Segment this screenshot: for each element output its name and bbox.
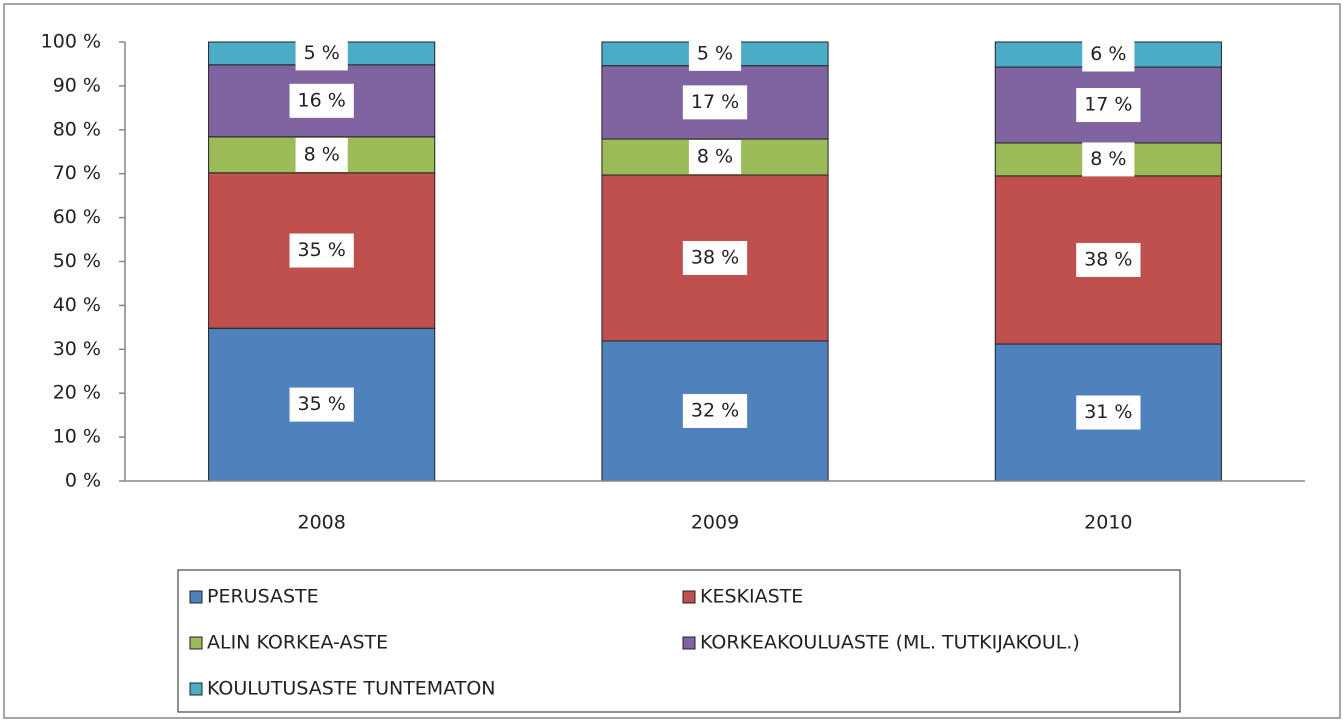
data-label: 17 % (691, 91, 739, 113)
data-label-box (682, 240, 748, 275)
data-label-box (295, 137, 348, 172)
legend-label: KORKEAKOULUASTE (ML. TUTKIJAKOUL.) (700, 632, 1080, 654)
data-label-box (289, 233, 354, 268)
data-label-box (682, 393, 748, 428)
y-tick-label: 100 % (41, 31, 101, 53)
data-label: 35 % (298, 239, 346, 261)
legend-swatch (682, 590, 696, 604)
y-tick-label: 40 % (53, 294, 101, 316)
data-label-box (1082, 37, 1135, 72)
x-tick-label: 2009 (691, 512, 739, 534)
y-tick-label: 20 % (53, 382, 101, 404)
y-tick-label: 10 % (53, 426, 101, 448)
legend-label: ALIN KORKEA-ASTE (207, 632, 388, 654)
legend-swatch (682, 636, 696, 650)
x-tick-label: 2010 (1084, 512, 1132, 534)
data-label-box (1076, 395, 1141, 430)
y-tick-label: 70 % (53, 162, 101, 184)
data-label: 16 % (298, 89, 346, 111)
data-label: 8 % (1090, 148, 1126, 170)
legend-swatch (189, 636, 203, 650)
legend-swatch (189, 590, 203, 604)
y-tick-label: 60 % (53, 206, 101, 228)
data-label: 38 % (1084, 248, 1132, 270)
y-tick-label: 50 % (53, 250, 101, 272)
y-tick-label: 80 % (53, 118, 101, 140)
data-label: 8 % (697, 146, 733, 168)
data-label: 17 % (1084, 93, 1132, 115)
x-tick-label: 2008 (297, 512, 345, 534)
data-label-box (1076, 242, 1141, 277)
y-tick-label: 0 % (65, 470, 101, 492)
data-label-box (682, 85, 748, 120)
legend-label: PERUSASTE (207, 586, 319, 608)
data-label-box (688, 36, 742, 71)
data-label-box (289, 83, 354, 118)
legend-box (177, 569, 1181, 713)
legend-label: KESKIASTE (700, 586, 803, 608)
data-label-box (295, 36, 348, 71)
y-tick-label: 90 % (53, 74, 101, 96)
y-tick-label: 30 % (53, 338, 101, 360)
legend-label: KOULUTUSASTE TUNTEMATON (207, 678, 496, 700)
data-label: 32 % (691, 399, 739, 421)
data-label: 5 % (304, 42, 340, 64)
data-label-box (688, 140, 742, 175)
legend-swatch (189, 682, 203, 696)
data-label: 8 % (304, 143, 340, 165)
data-label: 38 % (691, 246, 739, 268)
data-label: 31 % (1084, 401, 1132, 423)
data-label-box (1082, 142, 1135, 177)
data-label-box (1076, 87, 1141, 122)
data-label-box (289, 387, 354, 422)
data-label: 5 % (697, 42, 733, 64)
data-label: 6 % (1090, 43, 1126, 65)
data-label: 35 % (298, 393, 346, 415)
